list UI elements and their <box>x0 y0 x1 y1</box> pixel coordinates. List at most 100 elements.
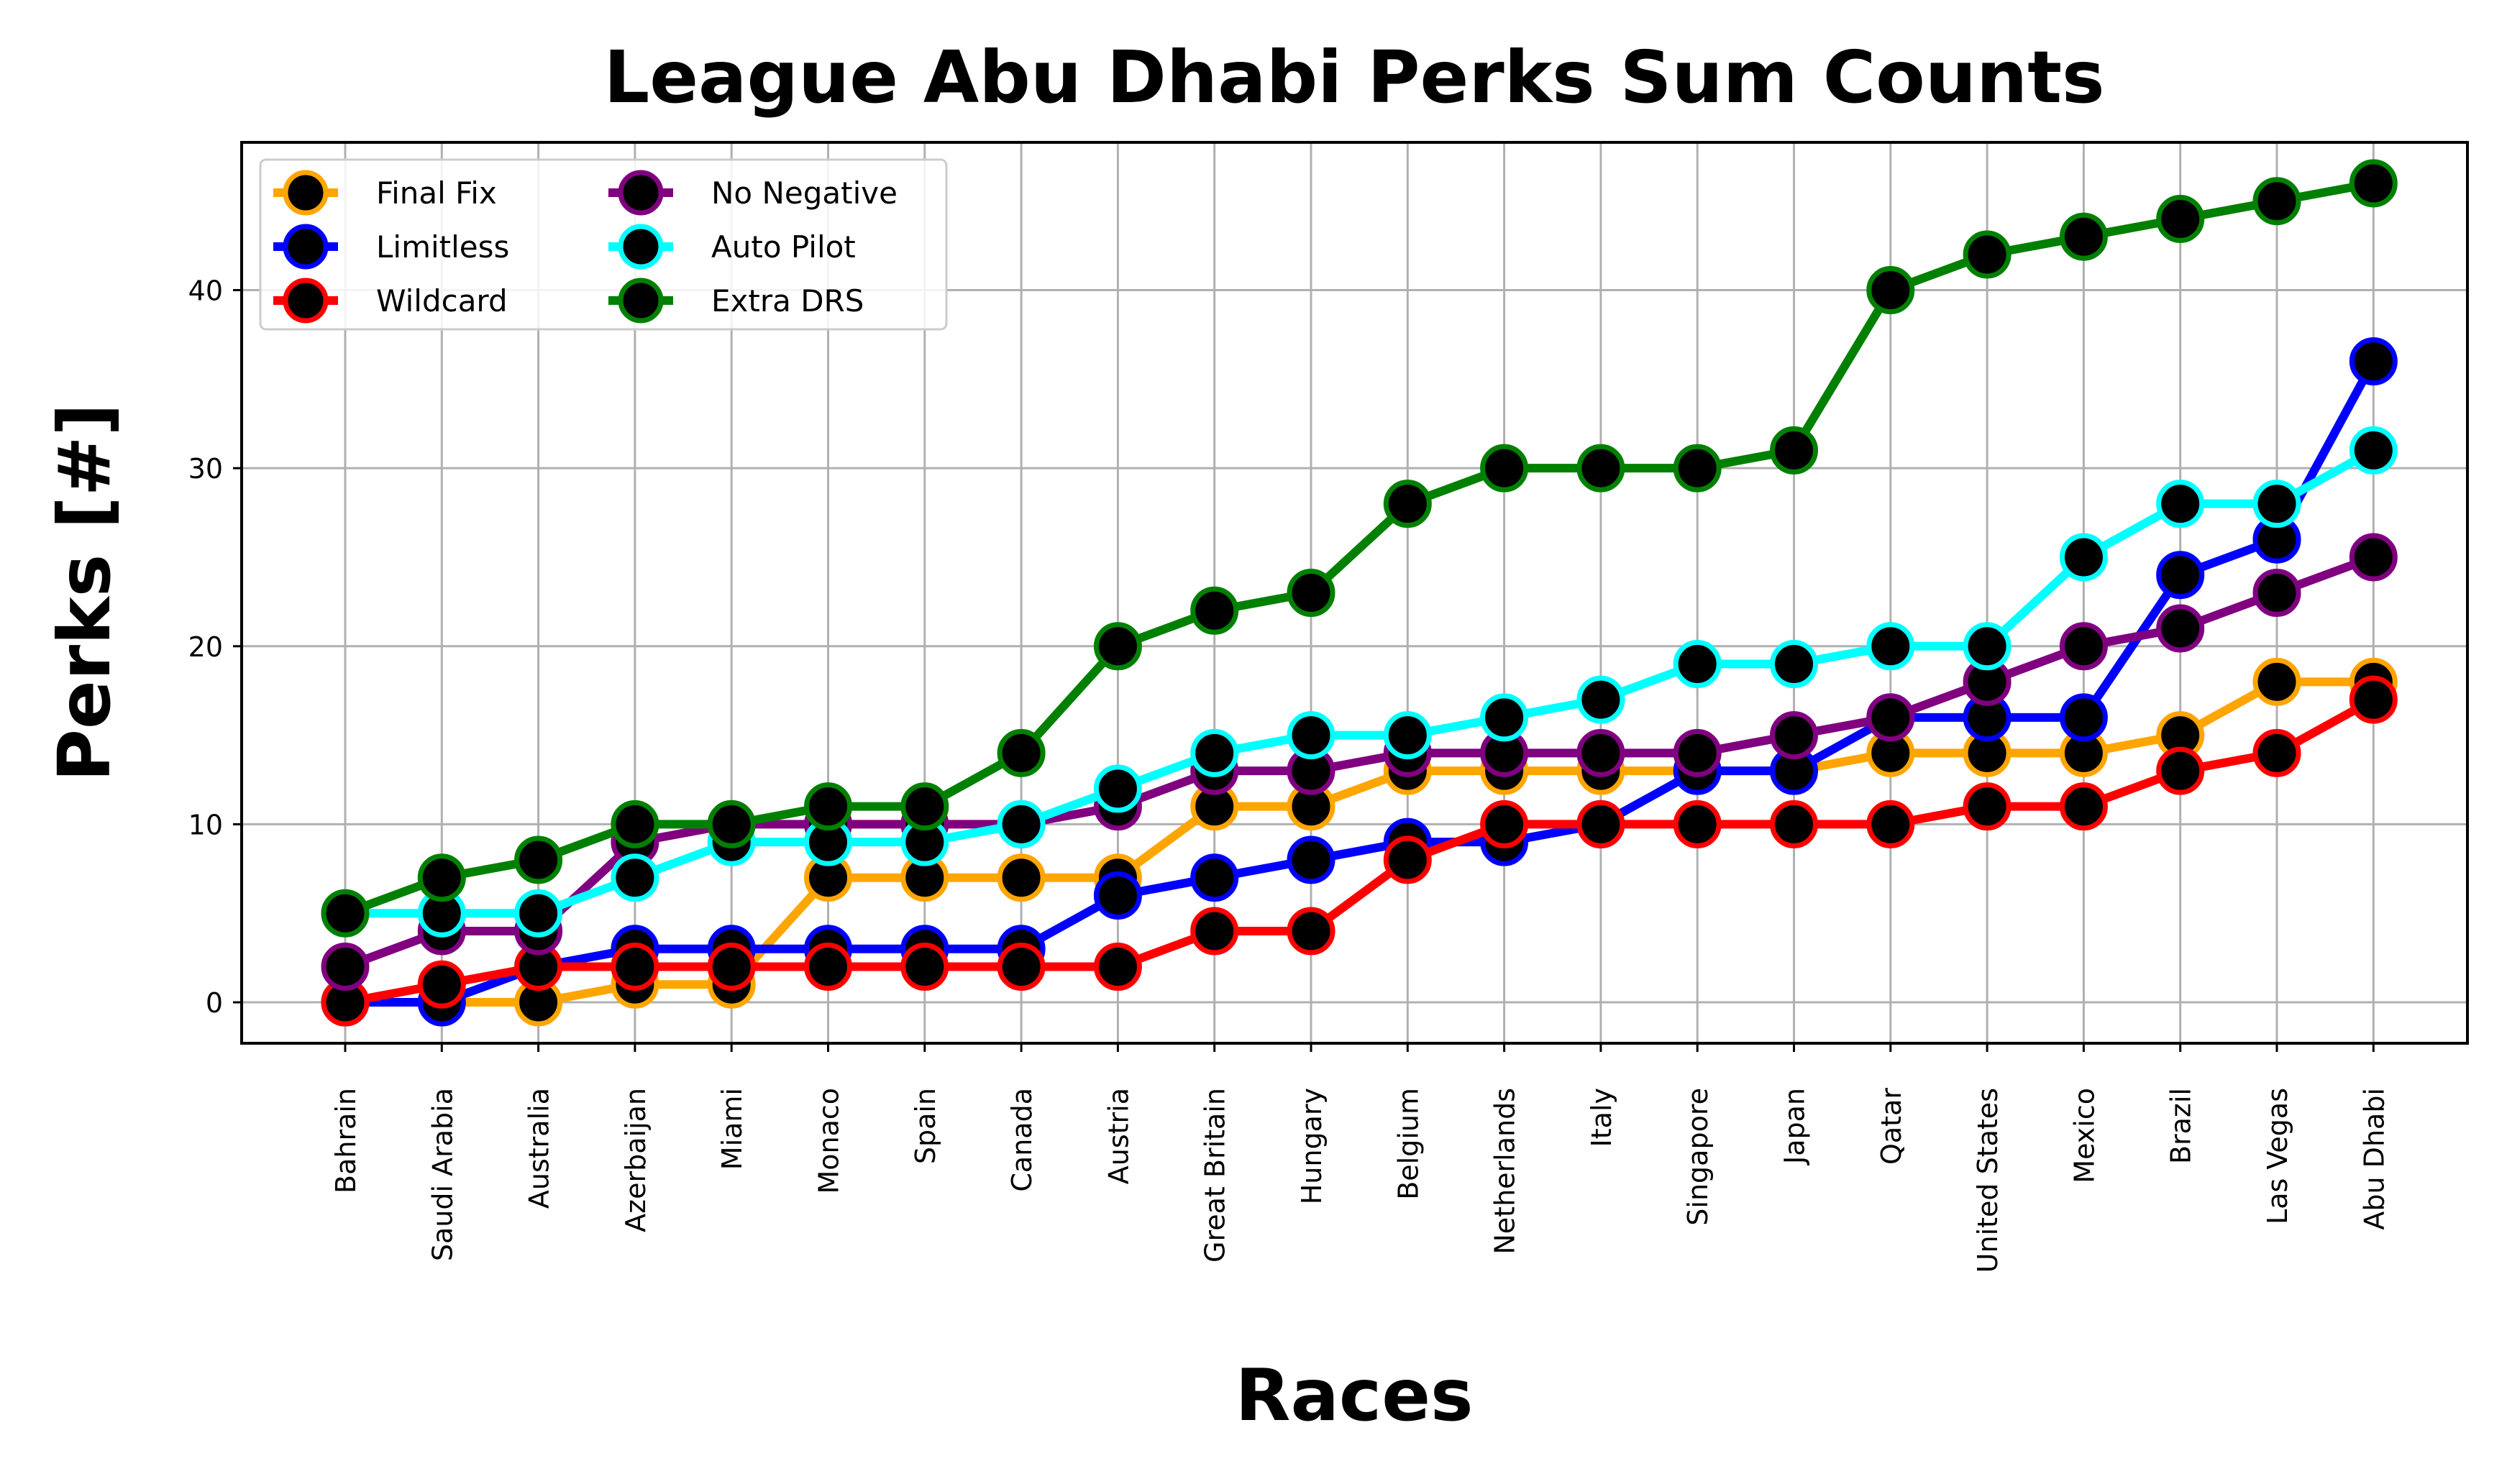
series-line-limitless <box>341 357 2378 1007</box>
data-point-limitless <box>2059 693 2108 742</box>
series-line-final-fix <box>341 677 2378 1007</box>
legend-marker <box>618 224 664 270</box>
data-point-no-negative <box>2252 569 2301 617</box>
data-point-auto-pilot <box>2059 533 2108 582</box>
series-layer <box>321 159 2398 1027</box>
data-point-auto-pilot <box>1866 622 1915 671</box>
legend-item-wildcard: Wildcard <box>273 278 508 324</box>
legend-label: Final Fix <box>376 175 497 211</box>
x-tick-label: Australia <box>524 1088 555 1209</box>
x-tick-label: Qatar <box>1876 1088 1907 1165</box>
plot-frame <box>240 141 2469 1045</box>
x-tick-label: Japan <box>1779 1088 1811 1165</box>
data-point-extra-drs <box>2059 212 2108 261</box>
data-point-extra-drs <box>2349 159 2398 208</box>
x-tick-label: Abu Dhabi <box>2358 1088 2390 1230</box>
data-point-extra-drs <box>514 835 563 884</box>
data-point-wildcard <box>1093 943 1142 991</box>
legend-item-auto-pilot: Auto Pilot <box>608 224 856 270</box>
data-point-auto-pilot <box>2349 426 2398 475</box>
data-point-wildcard <box>1383 835 1432 884</box>
data-point-auto-pilot <box>2252 480 2301 528</box>
x-axis-label: Races <box>1235 1353 1473 1437</box>
x-tick-label: Saudi Arabia <box>426 1088 458 1261</box>
data-point-auto-pilot <box>1093 764 1142 813</box>
legend-marker <box>618 170 664 216</box>
legend-marker <box>618 278 664 324</box>
x-tick-label: Singapore <box>1682 1088 1714 1226</box>
data-point-wildcard <box>707 943 756 991</box>
data-point-wildcard <box>997 943 1046 991</box>
data-point-auto-pilot <box>1576 675 1625 724</box>
y-tick-label: 0 <box>206 987 223 1019</box>
legend-item-no-negative: No Negative <box>608 170 898 216</box>
data-point-extra-drs <box>1576 444 1625 493</box>
data-point-limitless <box>2156 551 2205 600</box>
data-point-no-negative <box>1770 711 1818 760</box>
series-auto-pilot <box>321 426 2398 938</box>
data-point-extra-drs <box>1383 480 1432 528</box>
legend-item-limitless: Limitless <box>273 224 509 270</box>
data-point-wildcard <box>1866 800 1915 848</box>
legend-box <box>259 158 948 331</box>
data-point-limitless <box>1093 871 1142 920</box>
legend-label: Limitless <box>376 229 509 265</box>
data-point-extra-drs <box>1963 230 2011 279</box>
data-point-extra-drs <box>900 782 949 831</box>
data-point-extra-drs <box>997 728 1046 777</box>
x-tick-label: Miami <box>716 1088 748 1170</box>
data-point-wildcard <box>1576 800 1625 848</box>
data-point-auto-pilot <box>997 800 1046 848</box>
x-tick-label: Austria <box>1102 1088 1134 1184</box>
data-point-extra-drs <box>804 782 852 831</box>
x-tick-label: Spain <box>910 1088 941 1164</box>
data-point-auto-pilot <box>2156 480 2205 528</box>
data-point-auto-pilot <box>514 889 563 938</box>
data-point-no-negative <box>2059 622 2108 671</box>
legend-label: No Negative <box>711 175 898 211</box>
data-point-wildcard <box>1190 907 1239 956</box>
data-point-no-negative <box>2156 604 2205 653</box>
data-point-wildcard <box>611 943 659 991</box>
series-extra-drs <box>321 159 2398 938</box>
data-point-wildcard <box>804 943 852 991</box>
x-tick-label: Azerbaijan <box>620 1088 652 1232</box>
y-tick-label: 30 <box>188 453 223 485</box>
data-point-auto-pilot <box>1383 711 1432 760</box>
data-point-auto-pilot <box>611 853 659 902</box>
y-axis: 0 10 20 30 40 <box>188 275 242 1019</box>
data-point-limitless <box>1190 853 1239 902</box>
series-wildcard <box>321 675 2398 1027</box>
data-point-auto-pilot <box>1770 640 1818 689</box>
legend-item-final-fix: Final Fix <box>273 170 497 216</box>
data-point-auto-pilot <box>1480 693 1529 742</box>
y-axis-label: Perks [#] <box>42 403 127 782</box>
data-point-extra-drs <box>1093 622 1142 671</box>
data-point-auto-pilot <box>1673 640 1722 689</box>
data-point-wildcard <box>1673 800 1722 848</box>
data-point-no-negative <box>1866 693 1915 742</box>
data-point-extra-drs <box>2252 177 2301 226</box>
data-point-extra-drs <box>1770 426 1818 475</box>
x-tick-label: Belgium <box>1392 1088 1424 1200</box>
legend: Final Fix Limitless Wildcard No Negative Aut… <box>259 158 948 331</box>
series-line-wildcard <box>341 695 2378 1007</box>
data-point-no-negative <box>1673 728 1722 777</box>
data-point-extra-drs <box>1287 569 1335 617</box>
x-tick-label: Brazil <box>2165 1088 2197 1164</box>
chart-title: League Abu Dhabi Perks Sum Counts <box>603 35 2104 119</box>
data-point-extra-drs <box>2156 194 2205 243</box>
data-point-no-negative <box>321 943 370 991</box>
x-tick-label: United States <box>1972 1088 2004 1273</box>
data-point-wildcard <box>417 960 466 1009</box>
legend-marker <box>283 278 329 324</box>
data-point-limitless <box>2349 337 2398 386</box>
x-tick-label: Mexico <box>2068 1088 2100 1183</box>
x-tick-label: Bahrain <box>330 1088 362 1194</box>
legend-label: Extra DRS <box>711 283 864 319</box>
data-point-final-fix <box>2252 657 2301 706</box>
data-point-limitless <box>1287 835 1335 884</box>
data-point-extra-drs <box>1190 586 1239 635</box>
y-tick-label: 10 <box>188 809 223 841</box>
